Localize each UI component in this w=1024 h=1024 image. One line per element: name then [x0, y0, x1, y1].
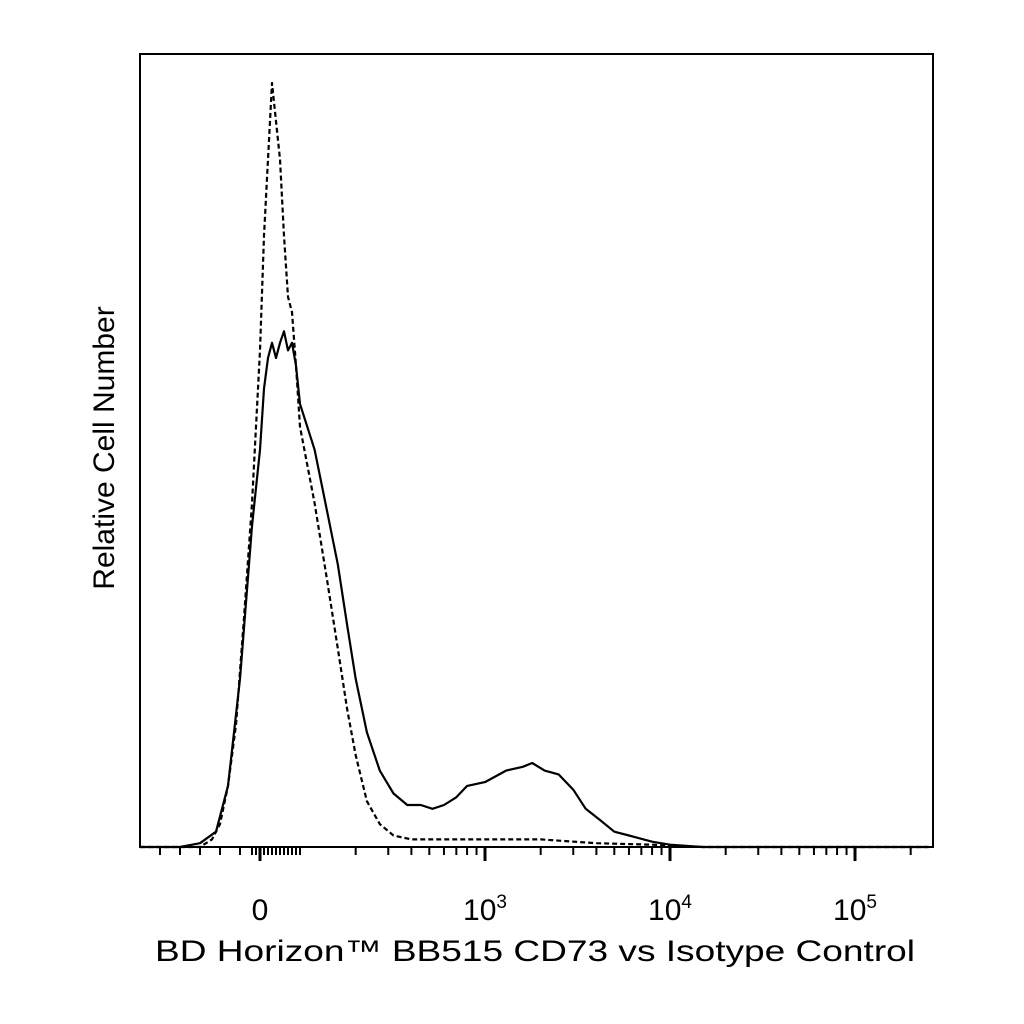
x-tick-label-base: 0	[252, 894, 269, 927]
x-tick-labels: 0 103 104 105	[252, 892, 877, 927]
y-axis-label: Relative Cell Number	[88, 306, 121, 589]
x-tick-label-base: 10	[833, 894, 866, 927]
series-line-dashed	[140, 81, 929, 849]
x-tick-label: 104	[648, 892, 692, 927]
series-line-solid	[140, 330, 929, 849]
plot-frame	[139, 53, 934, 848]
x-tick-label-exponent: 3	[496, 892, 507, 913]
x-tick-label: 0	[252, 894, 269, 927]
x-axis-minor-ticks	[159, 847, 912, 855]
x-tick-label-base: 10	[463, 894, 496, 927]
x-axis-major-ticks	[258, 847, 857, 861]
x-axis-label: BD Horizon™ BB515 CD73 vs Isotype Contro…	[155, 935, 915, 968]
x-tick-label: 103	[463, 892, 507, 927]
x-tick-label-exponent: 4	[681, 892, 692, 913]
x-tick-label: 105	[833, 892, 877, 927]
series-layer	[140, 81, 929, 849]
x-tick-label-exponent: 5	[866, 892, 877, 913]
x-tick-label-base: 10	[648, 894, 681, 927]
